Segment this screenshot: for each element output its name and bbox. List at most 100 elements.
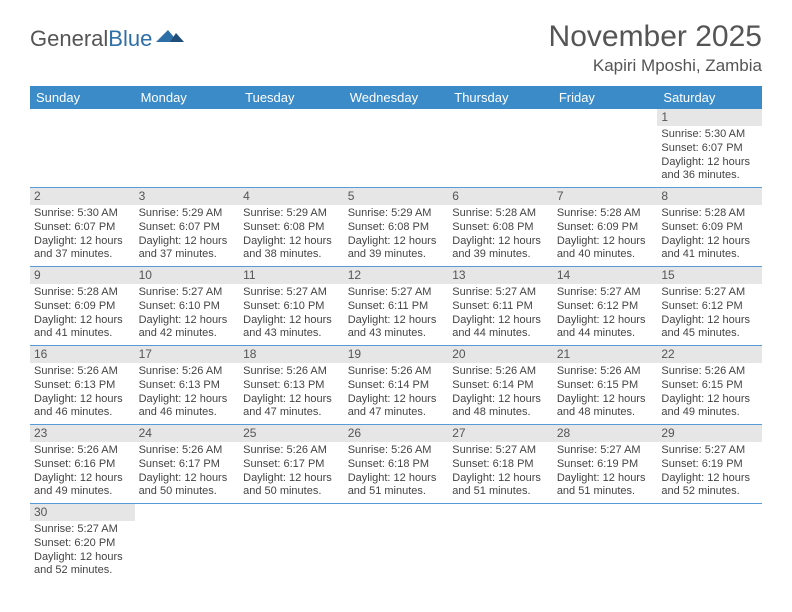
day-cell: 27Sunrise: 5:27 AMSunset: 6:18 PMDayligh…: [448, 425, 553, 504]
day-body: Sunrise: 5:26 AMSunset: 6:14 PMDaylight:…: [448, 363, 553, 424]
logo-part1: General: [30, 26, 108, 51]
day-cell: 15Sunrise: 5:27 AMSunset: 6:12 PMDayligh…: [657, 267, 762, 346]
day-cell: 17Sunrise: 5:26 AMSunset: 6:13 PMDayligh…: [135, 346, 240, 425]
empty-cell: [239, 109, 344, 188]
day-cell: 11Sunrise: 5:27 AMSunset: 6:10 PMDayligh…: [239, 267, 344, 346]
day-number: 17: [135, 346, 240, 363]
day-cell: 26Sunrise: 5:26 AMSunset: 6:18 PMDayligh…: [344, 425, 449, 504]
day-number: 3: [135, 188, 240, 205]
day-number: 19: [344, 346, 449, 363]
day-number: 11: [239, 267, 344, 284]
empty-cell: [448, 109, 553, 188]
day-cell: 7Sunrise: 5:28 AMSunset: 6:09 PMDaylight…: [553, 188, 658, 267]
day-number: 7: [553, 188, 658, 205]
day-number: 13: [448, 267, 553, 284]
weekday-header: Wednesday: [344, 86, 449, 109]
day-cell: 12Sunrise: 5:27 AMSunset: 6:11 PMDayligh…: [344, 267, 449, 346]
header: GeneralBlue November 2025 Kapiri Mposhi,…: [30, 20, 762, 76]
day-cell: 8Sunrise: 5:28 AMSunset: 6:09 PMDaylight…: [657, 188, 762, 267]
weekday-header: Saturday: [657, 86, 762, 109]
month-title: November 2025: [549, 20, 762, 54]
empty-cell: [657, 504, 762, 583]
day-cell: 5Sunrise: 5:29 AMSunset: 6:08 PMDaylight…: [344, 188, 449, 267]
day-body: Sunrise: 5:26 AMSunset: 6:13 PMDaylight:…: [239, 363, 344, 424]
day-body: Sunrise: 5:28 AMSunset: 6:09 PMDaylight:…: [30, 284, 135, 345]
day-number: 2: [30, 188, 135, 205]
day-cell: 9Sunrise: 5:28 AMSunset: 6:09 PMDaylight…: [30, 267, 135, 346]
day-number: 9: [30, 267, 135, 284]
logo-part2: Blue: [108, 26, 152, 51]
day-body: Sunrise: 5:29 AMSunset: 6:07 PMDaylight:…: [135, 205, 240, 266]
day-number: 5: [344, 188, 449, 205]
calendar-row: 9Sunrise: 5:28 AMSunset: 6:09 PMDaylight…: [30, 267, 762, 346]
day-body: Sunrise: 5:28 AMSunset: 6:09 PMDaylight:…: [553, 205, 658, 266]
empty-cell: [135, 504, 240, 583]
day-cell: 2Sunrise: 5:30 AMSunset: 6:07 PMDaylight…: [30, 188, 135, 267]
day-number: 12: [344, 267, 449, 284]
weekday-header: Friday: [553, 86, 658, 109]
day-cell: 25Sunrise: 5:26 AMSunset: 6:17 PMDayligh…: [239, 425, 344, 504]
weekday-header: Sunday: [30, 86, 135, 109]
day-body: Sunrise: 5:26 AMSunset: 6:17 PMDaylight:…: [135, 442, 240, 503]
day-number: 24: [135, 425, 240, 442]
empty-cell: [30, 109, 135, 188]
day-number: 26: [344, 425, 449, 442]
day-number: 18: [239, 346, 344, 363]
day-cell: 13Sunrise: 5:27 AMSunset: 6:11 PMDayligh…: [448, 267, 553, 346]
day-number: 21: [553, 346, 658, 363]
day-body: Sunrise: 5:27 AMSunset: 6:18 PMDaylight:…: [448, 442, 553, 503]
empty-cell: [344, 109, 449, 188]
weekday-header: Monday: [135, 86, 240, 109]
empty-cell: [135, 109, 240, 188]
empty-cell: [553, 504, 658, 583]
empty-cell: [344, 504, 449, 583]
day-cell: 14Sunrise: 5:27 AMSunset: 6:12 PMDayligh…: [553, 267, 658, 346]
day-number: 10: [135, 267, 240, 284]
day-cell: 28Sunrise: 5:27 AMSunset: 6:19 PMDayligh…: [553, 425, 658, 504]
day-body: Sunrise: 5:27 AMSunset: 6:10 PMDaylight:…: [239, 284, 344, 345]
day-body: Sunrise: 5:29 AMSunset: 6:08 PMDaylight:…: [344, 205, 449, 266]
calendar-row: 2Sunrise: 5:30 AMSunset: 6:07 PMDaylight…: [30, 188, 762, 267]
day-body: Sunrise: 5:30 AMSunset: 6:07 PMDaylight:…: [657, 126, 762, 187]
day-body: Sunrise: 5:26 AMSunset: 6:17 PMDaylight:…: [239, 442, 344, 503]
day-cell: 18Sunrise: 5:26 AMSunset: 6:13 PMDayligh…: [239, 346, 344, 425]
calendar-body: 1Sunrise: 5:30 AMSunset: 6:07 PMDaylight…: [30, 109, 762, 582]
day-number: 6: [448, 188, 553, 205]
day-body: Sunrise: 5:26 AMSunset: 6:18 PMDaylight:…: [344, 442, 449, 503]
day-cell: 16Sunrise: 5:26 AMSunset: 6:13 PMDayligh…: [30, 346, 135, 425]
day-number: 22: [657, 346, 762, 363]
day-body: Sunrise: 5:27 AMSunset: 6:11 PMDaylight:…: [448, 284, 553, 345]
day-cell: 19Sunrise: 5:26 AMSunset: 6:14 PMDayligh…: [344, 346, 449, 425]
logo-text: GeneralBlue: [30, 26, 152, 52]
title-block: November 2025 Kapiri Mposhi, Zambia: [549, 20, 762, 76]
day-body: Sunrise: 5:27 AMSunset: 6:20 PMDaylight:…: [30, 521, 135, 582]
day-number: 29: [657, 425, 762, 442]
day-cell: 23Sunrise: 5:26 AMSunset: 6:16 PMDayligh…: [30, 425, 135, 504]
day-number: 28: [553, 425, 658, 442]
empty-cell: [239, 504, 344, 583]
day-cell: 21Sunrise: 5:26 AMSunset: 6:15 PMDayligh…: [553, 346, 658, 425]
day-body: Sunrise: 5:27 AMSunset: 6:12 PMDaylight:…: [553, 284, 658, 345]
calendar-row: 23Sunrise: 5:26 AMSunset: 6:16 PMDayligh…: [30, 425, 762, 504]
day-number: 14: [553, 267, 658, 284]
day-body: Sunrise: 5:26 AMSunset: 6:15 PMDaylight:…: [657, 363, 762, 424]
calendar-row: 1Sunrise: 5:30 AMSunset: 6:07 PMDaylight…: [30, 109, 762, 188]
day-number: 25: [239, 425, 344, 442]
day-body: Sunrise: 5:26 AMSunset: 6:13 PMDaylight:…: [135, 363, 240, 424]
logo: GeneralBlue: [30, 26, 184, 52]
flag-icon: [156, 28, 184, 51]
day-body: Sunrise: 5:26 AMSunset: 6:13 PMDaylight:…: [30, 363, 135, 424]
day-cell: 3Sunrise: 5:29 AMSunset: 6:07 PMDaylight…: [135, 188, 240, 267]
day-cell: 10Sunrise: 5:27 AMSunset: 6:10 PMDayligh…: [135, 267, 240, 346]
day-cell: 29Sunrise: 5:27 AMSunset: 6:19 PMDayligh…: [657, 425, 762, 504]
day-number: 1: [657, 109, 762, 126]
day-body: Sunrise: 5:30 AMSunset: 6:07 PMDaylight:…: [30, 205, 135, 266]
day-cell: 6Sunrise: 5:28 AMSunset: 6:08 PMDaylight…: [448, 188, 553, 267]
calendar-row: 30Sunrise: 5:27 AMSunset: 6:20 PMDayligh…: [30, 504, 762, 583]
day-number: 4: [239, 188, 344, 205]
weekday-header-row: SundayMondayTuesdayWednesdayThursdayFrid…: [30, 86, 762, 109]
day-body: Sunrise: 5:28 AMSunset: 6:09 PMDaylight:…: [657, 205, 762, 266]
day-number: 8: [657, 188, 762, 205]
day-body: Sunrise: 5:29 AMSunset: 6:08 PMDaylight:…: [239, 205, 344, 266]
day-number: 16: [30, 346, 135, 363]
